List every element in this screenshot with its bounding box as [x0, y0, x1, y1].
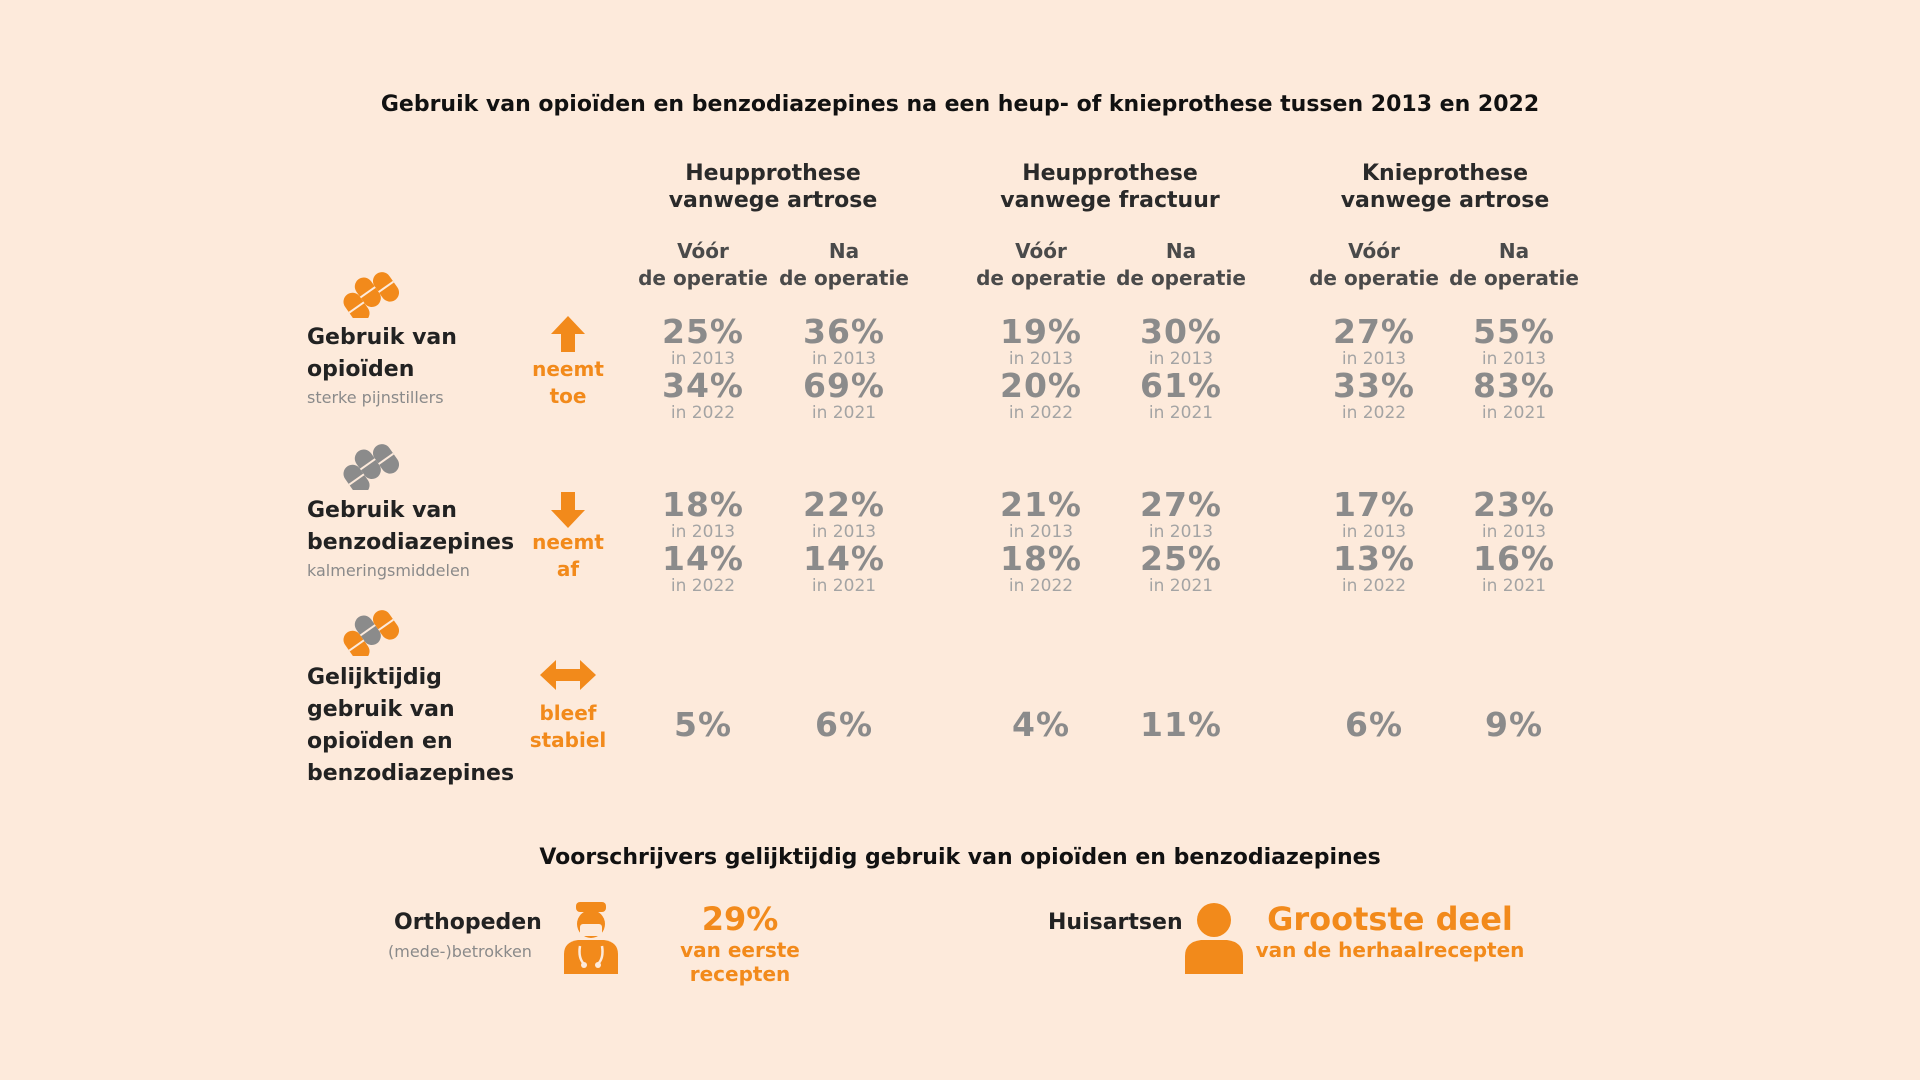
group-header-knee-arthrosis: Knieprothese vanwege artrose — [1295, 160, 1595, 214]
pills-orange-icon — [343, 272, 400, 318]
subhead-after: Na de operatie — [1449, 239, 1579, 290]
group-header-line: vanwege artrose — [1340, 188, 1550, 213]
value-cell: 6% — [1344, 705, 1404, 744]
row-sub-benzo: kalmeringsmiddelen — [307, 561, 470, 580]
orthopedists-percentage: 29% — [701, 900, 779, 938]
arrow-up-icon — [551, 316, 585, 352]
value-cell: 6% — [814, 705, 874, 744]
orthopedists-label: Orthopeden — [394, 910, 542, 935]
value-cell: 5% — [673, 705, 733, 744]
person-icon — [1185, 903, 1243, 974]
prescribers-title: Voorschrijvers gelijktijdig gebruik van … — [539, 845, 1381, 870]
value-cell: 21% in 2013 18% in 2022 — [1000, 485, 1082, 597]
subhead-after: Na de operatie — [779, 239, 909, 290]
pills-mixed-icon — [343, 610, 400, 656]
row-label-combined: Gelijktijdig gebruik van opioïden en ben… — [307, 665, 515, 786]
trend-benzo: neemt af — [532, 530, 604, 581]
value-cell: 17% in 2013 13% in 2022 — [1333, 485, 1415, 597]
group-header-line: Heupprothese — [685, 161, 861, 186]
subhead-before: Vóór de operatie — [976, 239, 1106, 290]
row-label-opioids: Gebruik van opioïden — [307, 325, 457, 382]
value-cell: 23% in 2013 16% in 2021 — [1473, 485, 1555, 597]
value-cell: 36% in 2013 69% in 2021 — [803, 312, 885, 424]
group-header-hip-arthrosis: Heupprothese vanwege artrose — [623, 160, 923, 214]
row-sub-opioids: sterke pijnstillers — [307, 388, 444, 407]
page-title: Gebruik van opioïden en benzodiazepines … — [380, 92, 1540, 117]
subhead-before: Vóór de operatie — [638, 239, 768, 290]
gps-note: van de herhaalrecepten — [1255, 938, 1525, 962]
subhead-after: Na de operatie — [1116, 239, 1246, 290]
value-cell: 22% in 2013 14% in 2021 — [803, 485, 885, 597]
value-cell: 27% in 2013 33% in 2022 — [1333, 312, 1415, 424]
trend-opioids: neemt toe — [532, 357, 604, 408]
double-arrow-icon — [540, 660, 596, 690]
group-header-line: Heupprothese — [1022, 161, 1198, 186]
value-cell: 25% in 2013 34% in 2022 — [662, 312, 744, 424]
subhead-before: Vóór de operatie — [1309, 239, 1439, 290]
value-cell: 55% in 2013 83% in 2021 — [1473, 312, 1555, 424]
orthopedists-sub: (mede-)betrokken — [388, 942, 532, 961]
group-header-line: vanwege fractuur — [1000, 188, 1220, 213]
value-cell: 11% — [1140, 705, 1222, 744]
value-cell: 30% in 2013 61% in 2021 — [1140, 312, 1222, 424]
gps-headline: Grootste deel — [1267, 900, 1513, 938]
trend-combined: bleef stabiel — [529, 701, 607, 752]
gps-label: Huisartsen — [1048, 910, 1183, 935]
group-header-line: vanwege artrose — [668, 188, 878, 213]
orthopedists-note: van eerste recepten — [680, 938, 800, 986]
pills-grey-icon — [343, 444, 400, 490]
value-cell: 9% — [1484, 705, 1544, 744]
row-label-benzo: Gebruik van benzodiazepines — [307, 498, 515, 555]
surgeon-icon — [564, 902, 618, 974]
arrow-down-icon — [551, 492, 585, 528]
value-cell: 18% in 2013 14% in 2022 — [662, 485, 744, 597]
group-header-line: Knieprothese — [1362, 161, 1528, 186]
group-header-hip-fracture: Heupprothese vanwege fractuur — [960, 160, 1260, 214]
value-cell: 19% in 2013 20% in 2022 — [1000, 312, 1082, 424]
value-cell: 4% — [1011, 705, 1071, 744]
value-cell: 27% in 2013 25% in 2021 — [1140, 485, 1222, 597]
